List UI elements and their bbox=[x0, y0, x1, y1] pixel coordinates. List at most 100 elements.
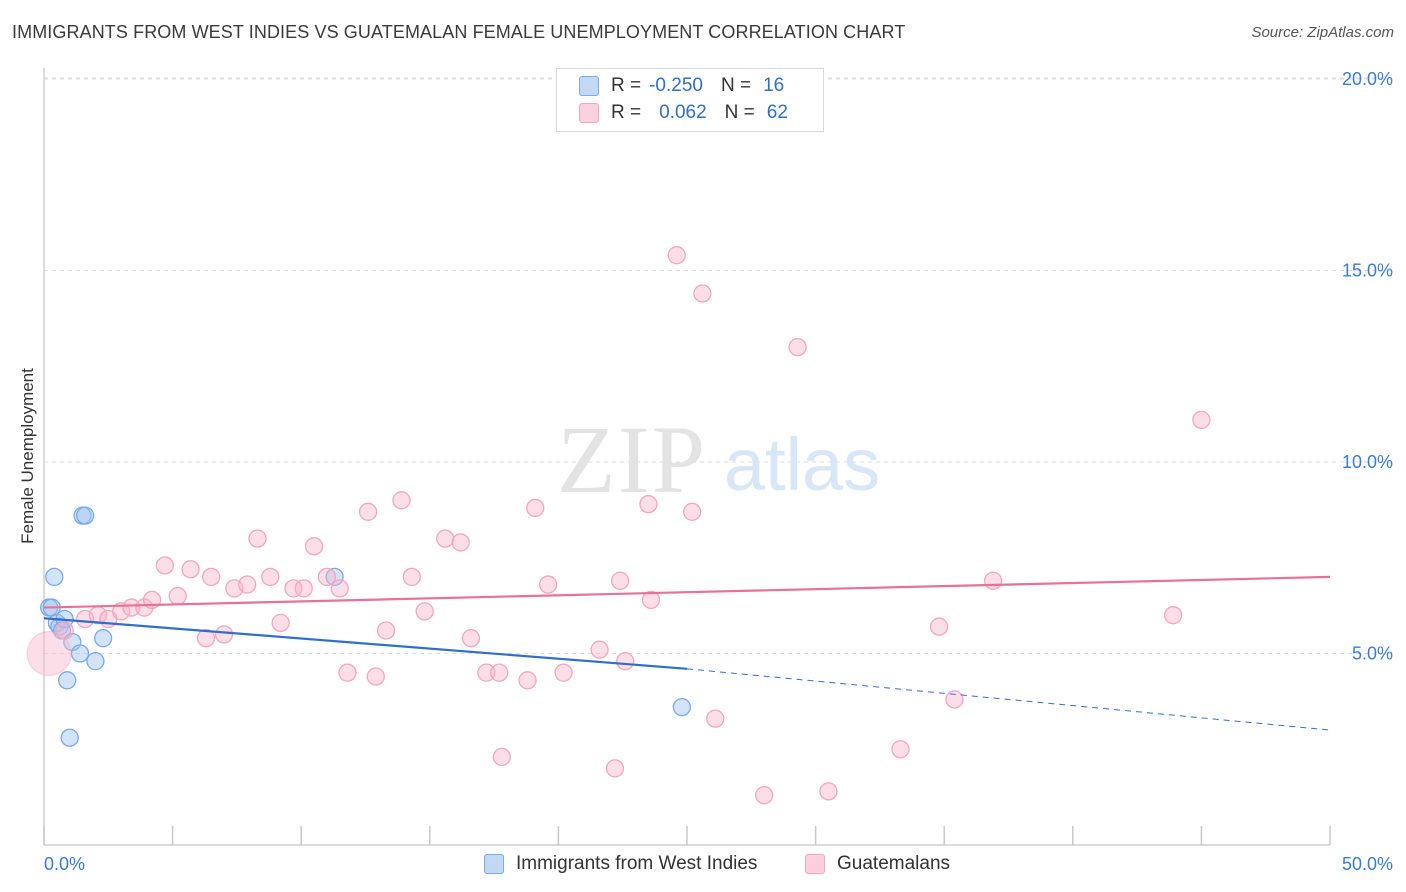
x-tick-label: 50.0% bbox=[1342, 854, 1393, 874]
point-guatemalans bbox=[358, 502, 378, 521]
stats-row-west-indies: R = -0.250 N = 16 bbox=[579, 74, 784, 98]
watermark-zip: ZIP bbox=[557, 406, 707, 513]
point-guatemalans bbox=[590, 640, 609, 659]
legend-swatch-west-indies bbox=[484, 854, 504, 874]
legend-label-guatemalans: Guatemalans bbox=[837, 853, 951, 874]
point-guatemalans bbox=[682, 502, 702, 521]
r-value: -0.250 bbox=[649, 75, 703, 96]
point-guatemalans bbox=[261, 567, 280, 587]
point-guatemalans bbox=[112, 602, 131, 621]
point-guatemalans bbox=[338, 663, 357, 682]
point-guatemalans bbox=[1192, 410, 1211, 430]
y-tick-label: 15.0% bbox=[1342, 261, 1393, 281]
point-guatemalans bbox=[538, 575, 558, 594]
grid-lines bbox=[44, 77, 1392, 654]
trend-line-west-indies bbox=[43, 617, 688, 670]
watermark-atlas: atlas bbox=[724, 423, 880, 506]
point-guatemalans bbox=[196, 629, 216, 648]
point-guatemalans bbox=[202, 567, 221, 587]
point-west-indies bbox=[672, 697, 692, 717]
point-west-indies bbox=[76, 506, 95, 525]
r-value: 0.062 bbox=[659, 102, 707, 123]
point-guatemalans bbox=[983, 571, 1003, 590]
trend-line-west-indies-projected bbox=[686, 668, 1331, 731]
legend-item-west-indies[interactable]: Immigrants from West Indies bbox=[484, 853, 757, 875]
point-guatemalans bbox=[693, 284, 712, 303]
point-guatemalans bbox=[248, 529, 267, 548]
point-guatemalans bbox=[330, 579, 349, 598]
point-guatemalans bbox=[819, 782, 838, 801]
point-west-indies bbox=[86, 652, 105, 671]
point-west-indies bbox=[57, 671, 77, 690]
point-guatemalans bbox=[945, 690, 964, 709]
y-tick-label: 20.0% bbox=[1342, 69, 1393, 89]
point-guatemalans bbox=[135, 598, 154, 617]
point-guatemalans bbox=[1163, 606, 1183, 625]
point-guatemalans bbox=[490, 663, 509, 682]
swatch-guatemalans bbox=[579, 103, 599, 123]
point-west-indies bbox=[70, 644, 90, 663]
point-guatemalans bbox=[304, 537, 324, 556]
point-guatemalans bbox=[639, 494, 658, 514]
point-guatemalans bbox=[26, 630, 72, 677]
point-guatemalans bbox=[294, 579, 313, 598]
point-guatemalans bbox=[929, 617, 949, 636]
r-label: R = bbox=[611, 75, 642, 96]
n-value: 16 bbox=[763, 75, 785, 96]
legend-item-guatemalans[interactable]: Guatemalans bbox=[805, 853, 950, 875]
point-guatemalans bbox=[376, 621, 396, 640]
point-guatemalans bbox=[667, 246, 686, 265]
point-guatemalans bbox=[706, 709, 725, 728]
point-guatemalans bbox=[271, 613, 290, 633]
point-guatemalans bbox=[317, 567, 337, 587]
point-guatemalans bbox=[238, 575, 257, 594]
trend-lines bbox=[43, 575, 1331, 731]
r-label: R = bbox=[611, 102, 642, 123]
data-points bbox=[26, 246, 1211, 805]
point-guatemalans bbox=[616, 652, 635, 671]
point-guatemalans bbox=[610, 571, 630, 590]
axes bbox=[43, 68, 1331, 846]
point-guatemalans bbox=[526, 498, 545, 518]
series-legend: Immigrants from West Indies Guatemalans bbox=[0, 851, 1406, 879]
point-guatemalans bbox=[891, 740, 910, 759]
point-guatemalans bbox=[518, 671, 537, 690]
point-west-indies bbox=[45, 567, 64, 587]
point-guatemalans bbox=[392, 491, 411, 510]
point-guatemalans bbox=[436, 529, 455, 548]
point-guatemalans bbox=[284, 579, 303, 598]
n-value: 62 bbox=[766, 102, 788, 123]
point-west-indies bbox=[325, 567, 344, 587]
point-guatemalans bbox=[402, 567, 421, 587]
point-guatemalans bbox=[55, 621, 74, 640]
point-guatemalans bbox=[477, 663, 496, 682]
n-label: N = bbox=[724, 102, 755, 123]
point-guatemalans bbox=[155, 556, 175, 575]
point-guatemalans bbox=[168, 586, 187, 606]
stats-legend: R = -0.250 N = 16 R = 0.062 N = 62 bbox=[556, 68, 824, 132]
point-guatemalans bbox=[554, 663, 573, 682]
swatch-west-indies bbox=[579, 76, 599, 96]
point-guatemalans bbox=[415, 602, 434, 621]
point-guatemalans bbox=[451, 533, 470, 552]
point-west-indies bbox=[60, 728, 79, 747]
point-guatemalans bbox=[461, 629, 481, 648]
point-guatemalans bbox=[605, 759, 625, 778]
point-guatemalans bbox=[366, 667, 385, 686]
y-tick-label: 5.0% bbox=[1352, 644, 1393, 664]
chart-title: IMMIGRANTS FROM WEST INDIES VS GUATEMALA… bbox=[12, 22, 906, 42]
point-guatemalans bbox=[214, 625, 234, 644]
point-guatemalans bbox=[641, 590, 661, 610]
point-guatemalans bbox=[122, 598, 141, 617]
point-guatemalans bbox=[755, 786, 774, 805]
point-west-indies bbox=[94, 629, 113, 648]
legend-label-west-indies: Immigrants from West Indies bbox=[516, 853, 758, 874]
tick-labels: 5.0% 10.0% 15.0% 20.0% 0.0% 50.0% bbox=[44, 69, 1393, 874]
n-label: N = bbox=[720, 75, 752, 96]
y-tick-label: 10.0% bbox=[1342, 452, 1393, 472]
point-guatemalans bbox=[181, 560, 200, 579]
source-label[interactable]: Source: ZipAtlas.com bbox=[1251, 24, 1394, 41]
x-tick-label: 0.0% bbox=[44, 854, 85, 874]
trend-line-guatemalans bbox=[43, 575, 1331, 609]
